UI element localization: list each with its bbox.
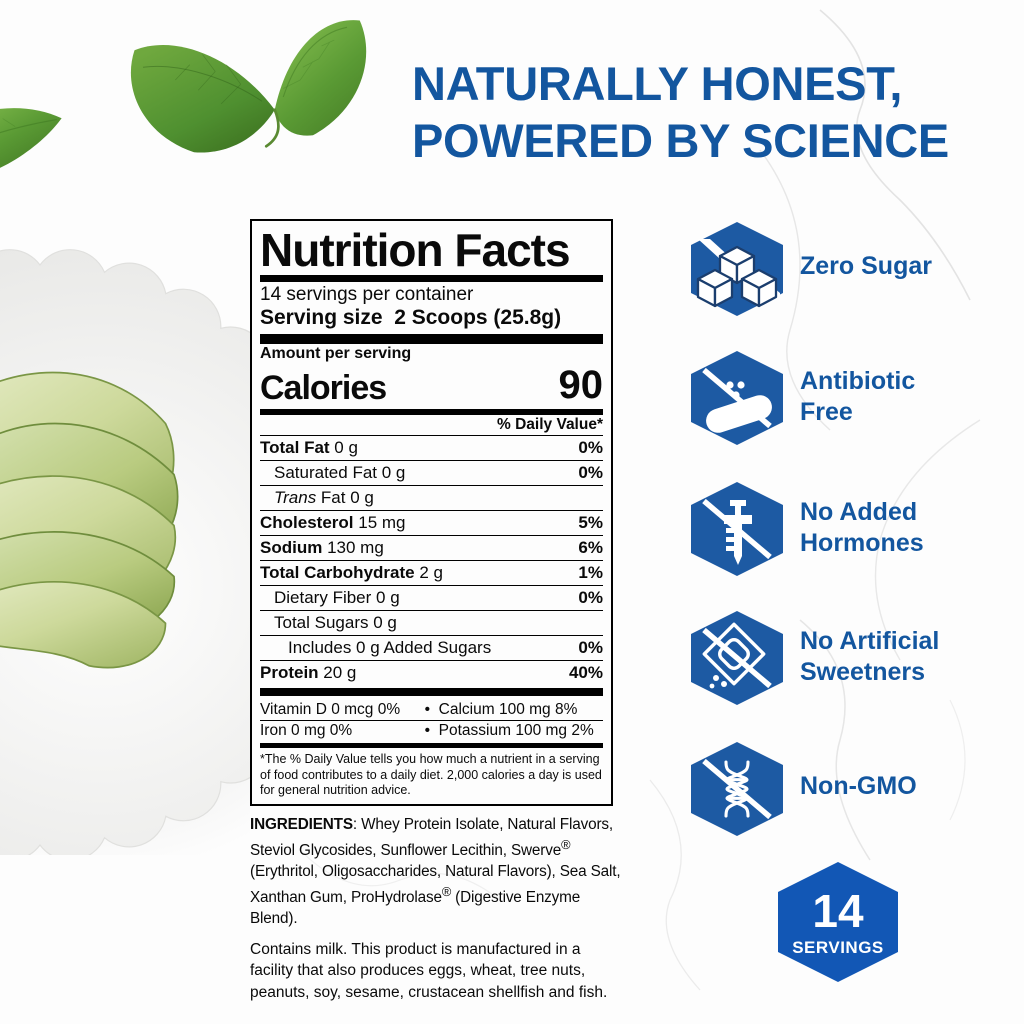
svg-text:SERVINGS: SERVINGS [792,938,884,957]
svg-text:14: 14 [812,885,864,937]
